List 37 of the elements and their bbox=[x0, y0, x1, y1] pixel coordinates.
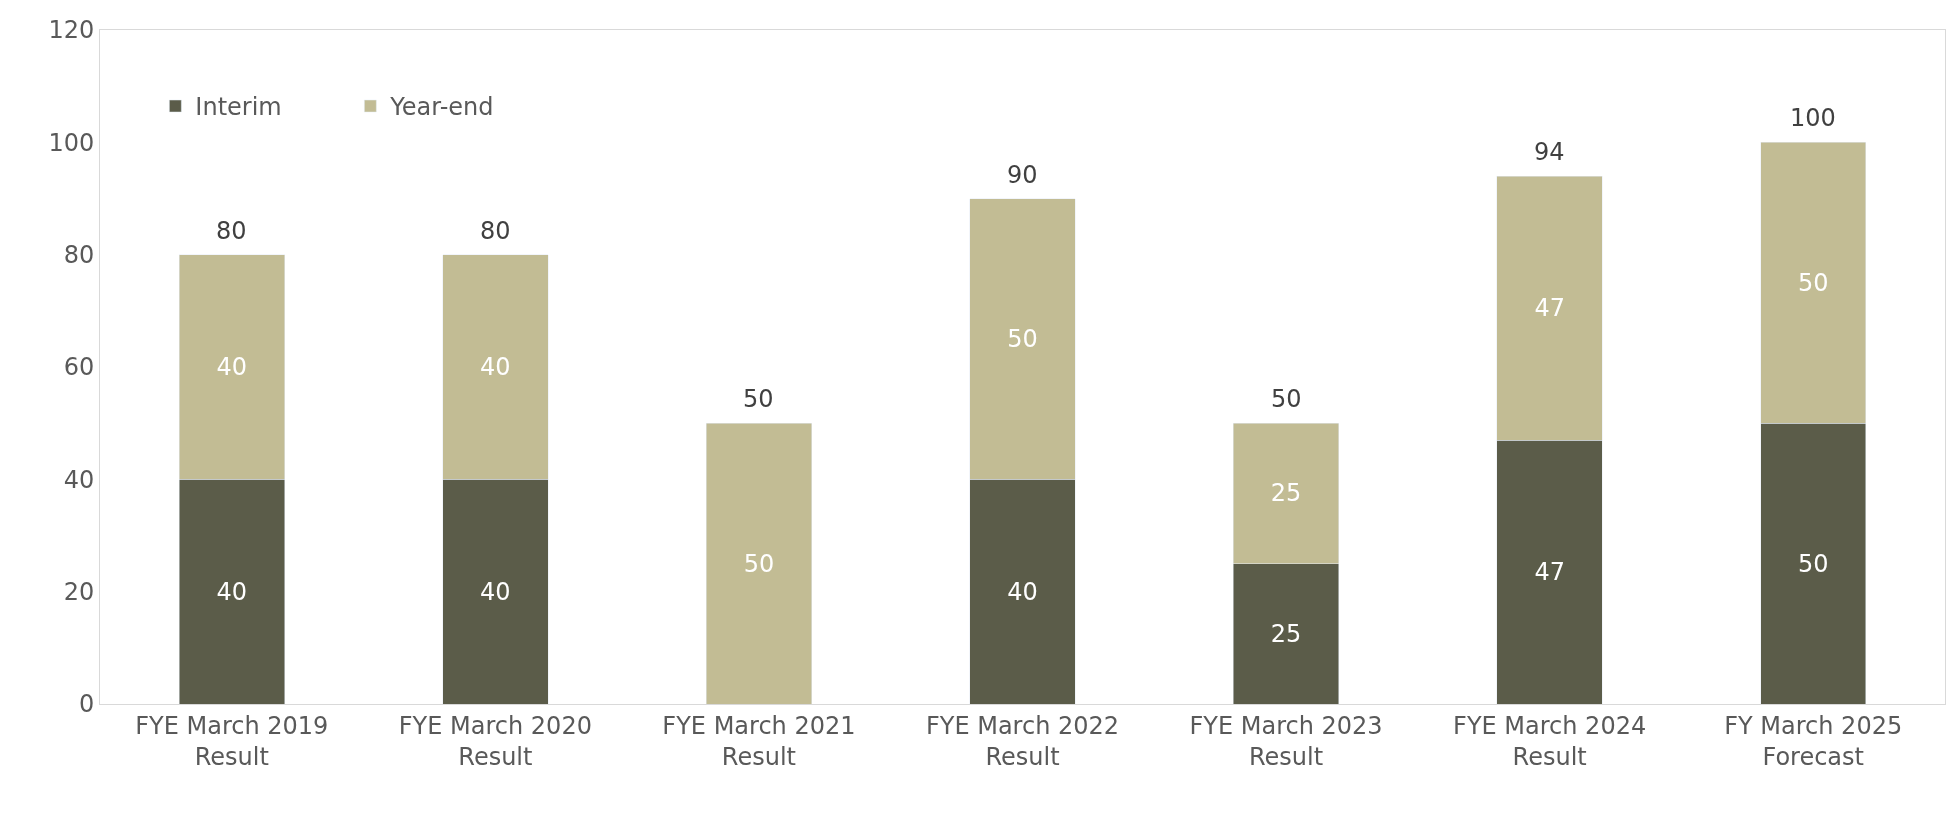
data-label: 50 bbox=[1797, 549, 1829, 578]
legend-label: Year-end bbox=[389, 93, 494, 122]
data-label: 47 bbox=[1534, 558, 1565, 587]
total-label: 80 bbox=[216, 217, 247, 245]
y-tick-label: 80 bbox=[63, 241, 95, 270]
x-tick-label: FYE March 2020 Result bbox=[398, 711, 592, 771]
data-label: 40 bbox=[480, 353, 511, 381]
total-label: 50 bbox=[1271, 385, 1302, 413]
data-label: 40 bbox=[1007, 577, 1038, 606]
total-label: 94 bbox=[1534, 138, 1565, 166]
y-tick-label: 20 bbox=[63, 578, 95, 607]
bar bbox=[705, 422, 812, 704]
y-tick-label: 100 bbox=[48, 128, 95, 157]
y-tick-label: 0 bbox=[78, 690, 95, 719]
x-tick-label: FYE March 2024 Result bbox=[1453, 711, 1647, 771]
data-label: 50 bbox=[1007, 324, 1038, 353]
data-label: 25 bbox=[1270, 479, 1302, 508]
total-label: 90 bbox=[1007, 161, 1038, 189]
data-label: 40 bbox=[480, 577, 511, 606]
y-tick-label: 60 bbox=[63, 353, 95, 382]
total-label: 50 bbox=[743, 385, 774, 413]
data-label: 40 bbox=[216, 577, 248, 606]
x-tick-label: FYE March 2019 Result bbox=[135, 711, 329, 771]
x-tick-label: FYE March 2023 Result bbox=[1189, 711, 1383, 771]
y-tick-label: 120 bbox=[48, 16, 95, 45]
legend-label: Interim bbox=[195, 93, 282, 122]
data-label: 50 bbox=[743, 549, 775, 578]
data-label: 47 bbox=[1534, 294, 1565, 323]
x-tick-label: FY March 2025 Forecast bbox=[1724, 711, 1903, 771]
x-tick-label: FYE March 2021 Result bbox=[662, 711, 856, 771]
total-label: 80 bbox=[480, 217, 511, 245]
data-label: 40 bbox=[216, 353, 248, 381]
total-label: 100 bbox=[1790, 104, 1836, 132]
x-tick-label: FYE March 2022 Result bbox=[925, 711, 1120, 771]
data-label: 25 bbox=[1270, 619, 1302, 648]
y-tick-label: 40 bbox=[63, 465, 95, 494]
data-label: 50 bbox=[1797, 268, 1829, 297]
